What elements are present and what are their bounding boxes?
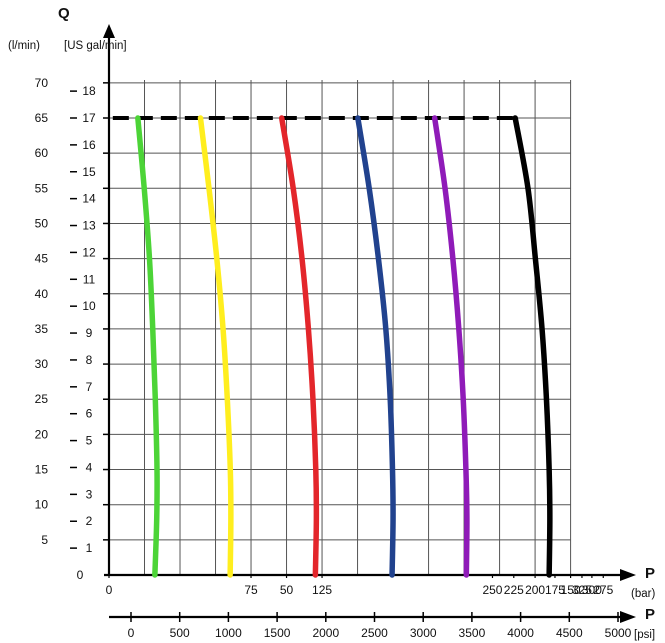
x-tick-label-psi: 2000: [312, 626, 339, 640]
series-line-5: [431, 115, 470, 578]
x-tick-label-psi: 0: [128, 626, 135, 640]
x-tick-label-psi: 2500: [361, 626, 388, 640]
y-tick-label-gpm: 8: [86, 353, 93, 367]
series-line-2: [197, 115, 234, 578]
series-line-1: [135, 115, 160, 578]
x-tick-label-psi: 3500: [459, 626, 486, 640]
y-tick-label-lpm: 30: [35, 357, 49, 371]
y-tick-label-lpm: 0: [77, 568, 84, 582]
x-tick-label-bar: 325: [572, 583, 592, 597]
y-tick-label-gpm: 11: [83, 272, 96, 286]
y-tick-label-gpm: 17: [82, 111, 96, 125]
chart-ticks: 0510152025303540455055606570123456789101…: [35, 76, 632, 640]
y-tick-label-lpm: 5: [41, 533, 48, 547]
x-tick-label-psi: 4500: [556, 626, 583, 640]
y-tick-label-gpm: 10: [82, 299, 96, 313]
y-tick-label-lpm: 65: [35, 111, 49, 125]
x-tick-label-psi: 5000: [605, 626, 632, 640]
y-tick-label-lpm: 20: [35, 427, 49, 441]
x-tick-label-psi: 500: [170, 626, 190, 640]
y-tick-label-gpm: 16: [82, 138, 96, 152]
y-axis-unit-lpm: (l/min): [8, 40, 40, 52]
y-tick-label-gpm: 12: [82, 245, 96, 259]
y-tick-label-lpm: 50: [35, 216, 49, 230]
y-tick-label-lpm: 45: [35, 252, 49, 266]
x-tick-label-bar: 175: [545, 583, 565, 597]
y-tick-label-gpm: 4: [86, 460, 93, 474]
x-tick-label-psi: 1000: [215, 626, 242, 640]
y-tick-label-gpm: 13: [82, 219, 96, 233]
y-tick-label-gpm: 6: [86, 407, 93, 421]
chart-grid: [109, 80, 572, 575]
x-tick-label-bar: 75: [244, 583, 258, 597]
x-tick-label-bar: 50: [280, 583, 294, 597]
x-axis-unit-bar: (bar): [631, 588, 655, 600]
x-tick-label-bar: 0: [106, 583, 113, 597]
y-axis-arrow-icon: [103, 24, 115, 38]
x-tick-label-bar: 200: [525, 583, 545, 597]
y-tick-label-lpm: 15: [35, 463, 49, 477]
y-tick-label-gpm: 18: [82, 84, 96, 98]
y-tick-label-lpm: 40: [35, 287, 49, 301]
series-line-4: [355, 115, 396, 578]
y-tick-label-gpm: 7: [86, 380, 93, 394]
x-tick-label-psi: 4000: [507, 626, 534, 640]
y-tick-label-lpm: 35: [35, 322, 49, 336]
y-tick-label-lpm: 25: [35, 392, 49, 406]
x-tick-label-psi: 1500: [264, 626, 291, 640]
series-line-6: [512, 115, 553, 578]
y-axis-title: Q: [58, 5, 70, 22]
y-tick-label-gpm: 3: [86, 487, 93, 501]
x-tick-label-bar: 150: [561, 583, 581, 597]
x-axis-title-bar: P: [645, 565, 655, 582]
x-tick-label-bar: 300: [582, 583, 602, 597]
chart-series: [112, 115, 553, 578]
y-tick-label-gpm: 1: [86, 541, 93, 555]
x-tick-label-bar: 225: [504, 583, 524, 597]
x-axis-title-psi: P: [645, 606, 655, 623]
series-line-3: [278, 115, 320, 578]
y-axis-unit-gpm: [US gal/min]: [64, 40, 127, 52]
x-axis-arrow-icon: [620, 611, 636, 623]
y-tick-label-gpm: 2: [86, 514, 93, 528]
y-tick-label-lpm: 10: [35, 498, 49, 512]
y-tick-label-gpm: 5: [86, 434, 93, 448]
x-tick-label-bar: 250: [482, 583, 502, 597]
x-tick-label-bar: 275: [593, 583, 613, 597]
x-tick-label-psi: 3000: [410, 626, 437, 640]
y-tick-label-lpm: 55: [35, 181, 49, 195]
y-tick-label-gpm: 15: [82, 165, 96, 179]
y-tick-label-gpm: 9: [86, 326, 93, 340]
y-tick-label-gpm: 14: [82, 192, 96, 206]
y-tick-label-lpm: 70: [35, 76, 49, 90]
x-tick-label-bar: 125: [312, 583, 332, 597]
x-axis-arrow-icon: [620, 569, 636, 581]
chart-axes: [103, 24, 636, 623]
x-axis-unit-psi: [psi]: [634, 629, 655, 641]
y-tick-label-lpm: 60: [35, 146, 49, 160]
